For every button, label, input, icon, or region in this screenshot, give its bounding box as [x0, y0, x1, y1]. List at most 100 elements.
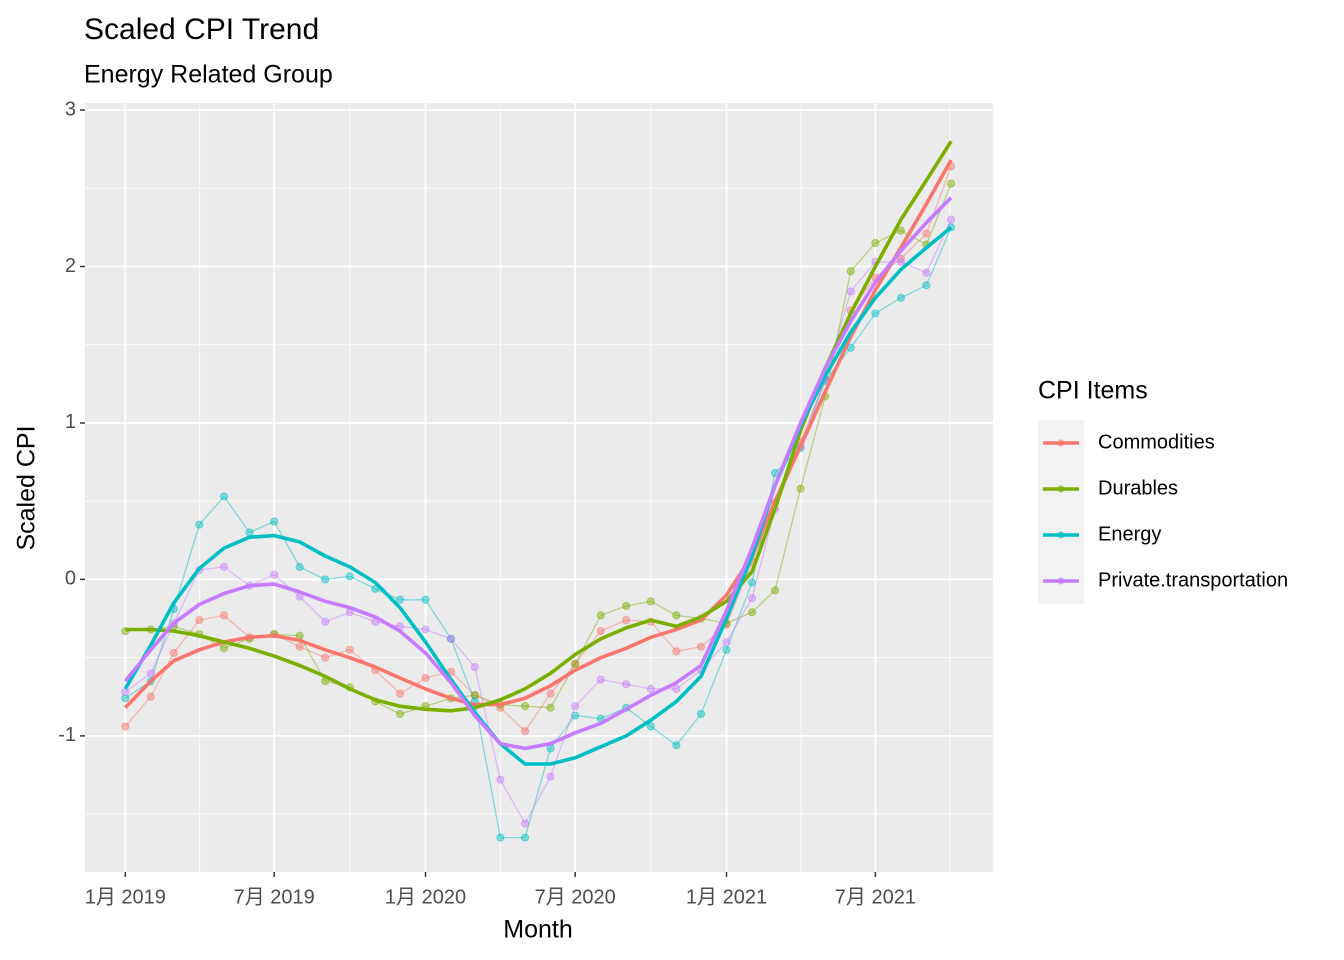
data-point	[195, 520, 204, 529]
data-point	[371, 584, 380, 593]
data-point	[520, 702, 530, 711]
legend-point	[1057, 439, 1065, 447]
data-point	[571, 659, 580, 669]
legend-point	[1057, 531, 1065, 539]
data-point	[520, 727, 530, 736]
legend-label: Private.transportation	[1098, 569, 1288, 591]
data-point	[672, 684, 681, 694]
data-point	[571, 711, 580, 720]
data-point	[672, 741, 681, 750]
data-point	[446, 634, 456, 643]
data-point	[896, 257, 905, 266]
data-point	[922, 281, 931, 290]
data-point	[219, 611, 229, 620]
data-point	[169, 648, 178, 658]
data-point	[321, 575, 330, 584]
data-point	[796, 484, 805, 493]
data-point	[219, 562, 229, 572]
data-point	[871, 309, 880, 318]
data-point	[896, 226, 905, 235]
data-point	[546, 703, 555, 712]
plot-background	[85, 103, 993, 872]
data-point	[270, 517, 279, 526]
data-point	[520, 833, 530, 842]
legend-title: CPI Items	[1038, 377, 1148, 405]
data-point	[345, 645, 354, 654]
data-point	[121, 694, 130, 703]
data-point	[395, 709, 405, 719]
data-point	[696, 709, 706, 719]
data-point	[421, 625, 430, 634]
data-point	[672, 611, 681, 620]
y-tick-label: 2	[65, 255, 76, 277]
data-point	[520, 819, 530, 828]
data-point	[747, 594, 757, 603]
x-tick-label: 1月 2019	[85, 886, 166, 908]
data-point	[121, 687, 130, 697]
trend-line	[123, 226, 953, 766]
data-point	[195, 615, 204, 625]
data-point	[596, 675, 605, 684]
data-point	[722, 645, 731, 654]
y-tick-label: 3	[65, 98, 76, 120]
data-point	[345, 572, 354, 581]
x-tick-label: 7月 2019	[234, 886, 315, 908]
legend-label: Energy	[1098, 523, 1161, 545]
data-point	[496, 833, 505, 842]
data-point	[696, 642, 706, 651]
x-tick-label: 1月 2021	[686, 886, 767, 908]
data-point	[747, 578, 757, 587]
data-point	[421, 673, 430, 683]
data-point	[219, 492, 229, 501]
data-point	[722, 637, 731, 647]
data-point	[395, 689, 405, 698]
data-point	[922, 229, 931, 238]
chart-title: Scaled CPI Trend	[84, 13, 319, 46]
y-tick-label: -1	[58, 724, 76, 746]
data-point	[121, 722, 130, 731]
y-axis-title: Scaled CPI	[13, 425, 41, 550]
data-point	[622, 601, 631, 611]
data-point	[470, 691, 479, 700]
x-tick-label: 1月 2020	[385, 886, 466, 908]
x-tick-label: 7月 2020	[535, 886, 616, 908]
raw-line	[124, 219, 952, 825]
data-point	[946, 215, 956, 224]
data-point	[622, 680, 631, 689]
data-point	[219, 644, 229, 653]
x-axis-title: Month	[503, 916, 572, 944]
data-point	[295, 642, 304, 651]
data-point	[946, 179, 956, 188]
data-point	[295, 562, 304, 572]
data-point	[646, 597, 655, 606]
data-point	[596, 626, 605, 636]
data-point	[571, 702, 580, 711]
x-tick-label: 7月 2021	[835, 886, 916, 908]
data-point	[146, 669, 155, 678]
data-point	[596, 611, 605, 620]
chart-subtitle: Energy Related Group	[84, 61, 333, 89]
data-point	[321, 653, 330, 662]
data-point	[270, 570, 279, 579]
trend-line	[124, 159, 953, 709]
data-point	[146, 692, 155, 701]
data-point	[646, 722, 655, 731]
data-point	[770, 586, 780, 595]
data-point	[846, 267, 855, 276]
data-point	[672, 647, 681, 656]
data-point	[421, 595, 430, 604]
legend-point	[1057, 577, 1065, 585]
data-point	[470, 662, 479, 672]
data-point	[922, 268, 931, 277]
y-tick-label: 0	[65, 568, 76, 590]
data-point	[622, 615, 631, 625]
y-tick-label: 1	[65, 411, 76, 433]
data-point	[546, 689, 555, 698]
data-point	[546, 772, 555, 781]
data-point	[747, 608, 757, 617]
data-point	[245, 528, 254, 537]
raw-line	[124, 227, 952, 839]
data-point	[896, 293, 905, 302]
legend-label: Durables	[1098, 477, 1178, 499]
